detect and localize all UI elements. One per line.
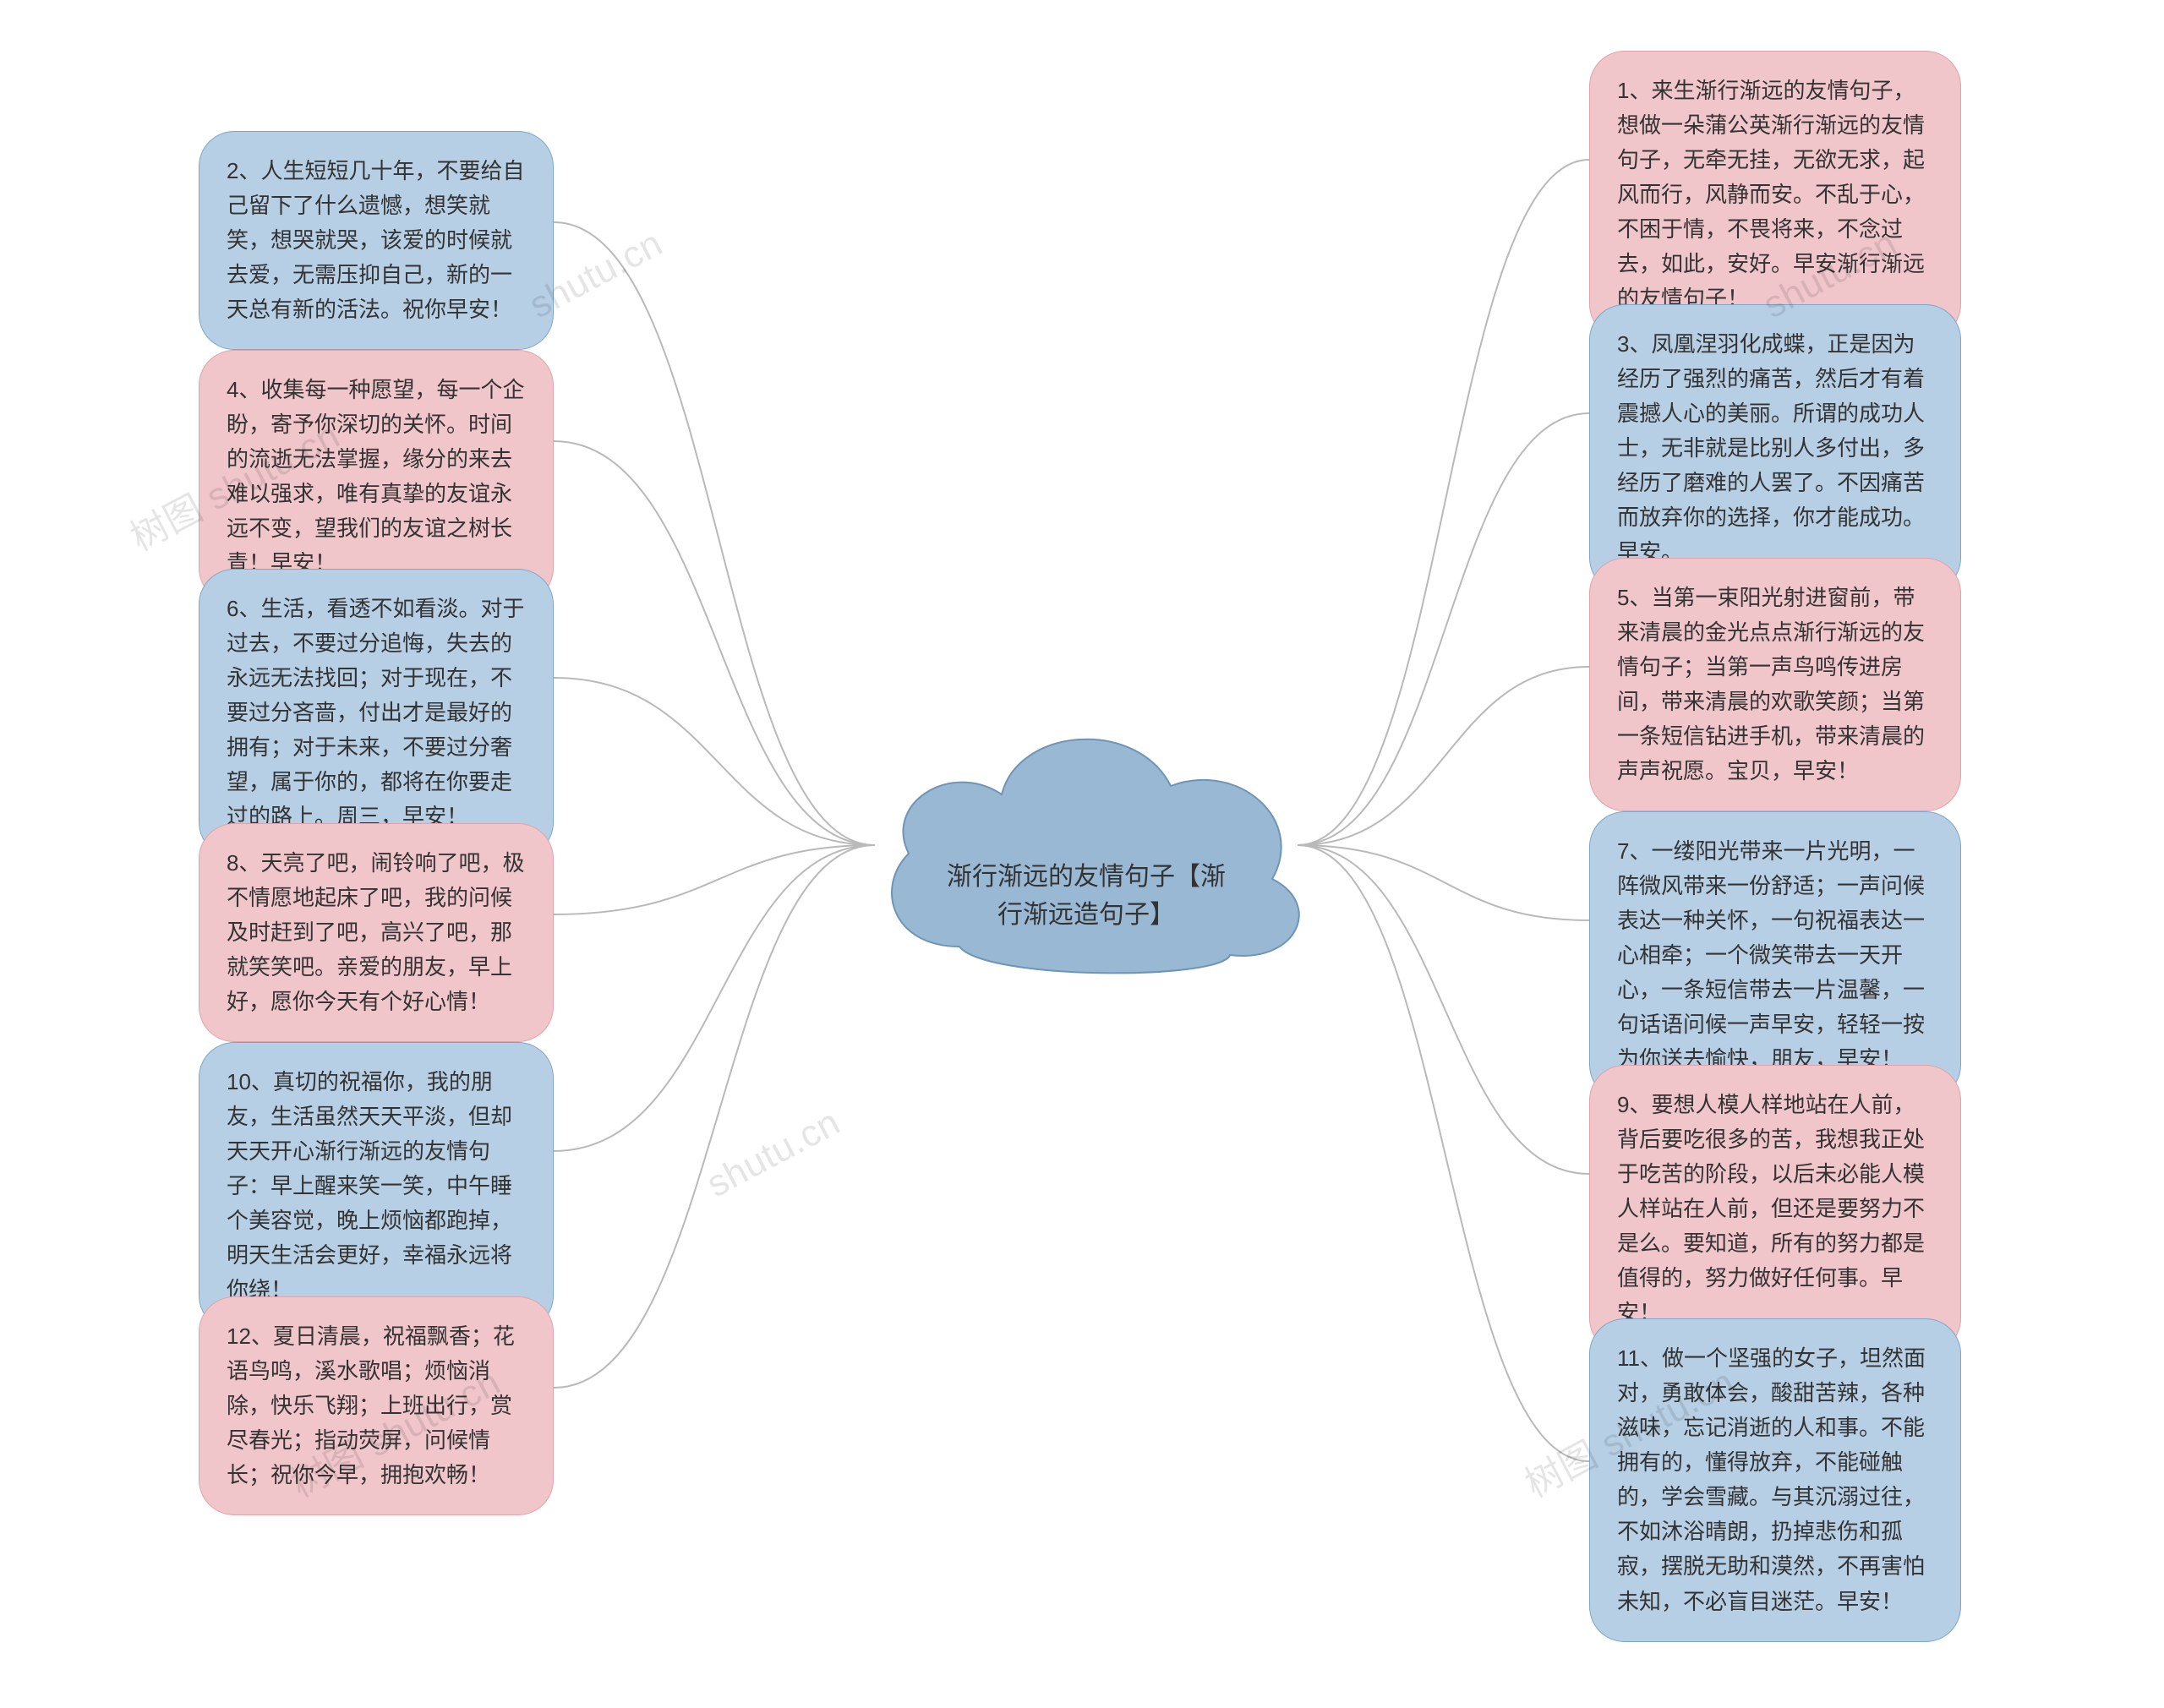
mindmap-node: 3、凤凰涅羽化成蝶，正是因为经历了强烈的痛苦，然后才有着震撼人心的美丽。所谓的成… [1589,304,1961,593]
mindmap-node-text: 7、一缕阳光带来一片光明，一阵微风带来一份舒适；一声问候表达一种关怀，一句祝福表… [1617,838,1925,1072]
mindmap-node-text: 4、收集每一种愿望，每一个企盼，寄予你深切的关怀。时间的流逝无法掌握，缘分的来去… [227,377,524,576]
mindmap-node: 7、一缕阳光带来一片光明，一阵微风带来一份舒适；一声问候表达一种关怀，一句祝福表… [1589,811,1961,1100]
mindmap-node: 8、天亮了吧，闹铃响了吧，极不情愿地起床了吧，我的问候及时赶到了吧，高兴了吧，那… [199,823,554,1042]
mindmap-node-text: 5、当第一束阳光射进窗前，带来清晨的金光点点渐行渐远的友情句子；当第一声鸟鸣传进… [1617,585,1925,783]
mindmap-node-text: 9、要想人模人样地站在人前，背后要吃很多的苦，我想我正处于吃苦的阶段，以后未必能… [1617,1092,1925,1325]
mindmap-node: 11、做一个坚强的女子，坦然面对，勇敢体会，酸甜苦辣，各种滋味，忘记消逝的人和事… [1589,1318,1961,1642]
mindmap-node-text: 2、人生短短几十年，不要给自己留下了什么遗憾，想笑就笑，想哭就哭，该爱的时候就去… [227,158,524,322]
mindmap-node-text: 11、做一个坚强的女子，坦然面对，勇敢体会，酸甜苦辣，各种滋味，忘记消逝的人和事… [1617,1345,1926,1614]
center-topic: 渐行渐远的友情句子【渐行渐远造句子】 [850,685,1323,1006]
mindmap-node: 5、当第一束阳光射进窗前，带来清晨的金光点点渐行渐远的友情句子；当第一声鸟鸣传进… [1589,558,1961,811]
mindmap-node-text: 10、真切的祝福你，我的朋友，生活虽然天天平淡，但却天天开心渐行渐远的友情句子：… [227,1069,512,1302]
mindmap-node-text: 3、凤凰涅羽化成蝶，正是因为经历了强烈的痛苦，然后才有着震撼人心的美丽。所谓的成… [1617,331,1925,565]
watermark: shutu.cn [700,1101,847,1206]
mindmap-node: 1、来生渐行渐远的友情句子，想做一朵蒲公英渐行渐远的友情句子，无牵无挂，无欲无求… [1589,51,1961,340]
mindmap-node: 4、收集每一种愿望，每一个企盼，寄予你深切的关怀。时间的流逝无法掌握，缘分的来去… [199,350,554,603]
mindmap-node: 6、生活，看透不如看淡。对于过去，不要过分追悔，失去的永远无法找回；对于现在，不… [199,569,554,858]
center-topic-label: 渐行渐远的友情句子【渐行渐远造句子】 [850,685,1323,1006]
mindmap-node: 2、人生短短几十年，不要给自己留下了什么遗憾，想笑就笑，想哭就哭，该爱的时候就去… [199,131,554,350]
mindmap-node-text: 6、生活，看透不如看淡。对于过去，不要过分追悔，失去的永远无法找回；对于现在，不… [227,596,524,829]
mindmap-node: 10、真切的祝福你，我的朋友，生活虽然天天平淡，但却天天开心渐行渐远的友情句子：… [199,1042,554,1331]
mindmap-node: 9、要想人模人样地站在人前，背后要吃很多的苦，我想我正处于吃苦的阶段，以后未必能… [1589,1065,1961,1354]
mindmap-node-text: 1、来生渐行渐远的友情句子，想做一朵蒲公英渐行渐远的友情句子，无牵无挂，无欲无求… [1617,78,1925,311]
mindmap-node-text: 12、夏日清晨，祝福飘香；花语鸟鸣，溪水歌唱；烦恼消除，快乐飞翔；上班出行，赏尽… [227,1323,515,1487]
mindmap-canvas: 渐行渐远的友情句子【渐行渐远造句子】 2、人生短短几十年，不要给自己留下了什么遗… [0,0,2164,1708]
mindmap-node-text: 8、天亮了吧，闹铃响了吧，极不情愿地起床了吧，我的问候及时赶到了吧，高兴了吧，那… [227,850,524,1014]
mindmap-node: 12、夏日清晨，祝福飘香；花语鸟鸣，溪水歌唱；烦恼消除，快乐飞翔；上班出行，赏尽… [199,1296,554,1515]
